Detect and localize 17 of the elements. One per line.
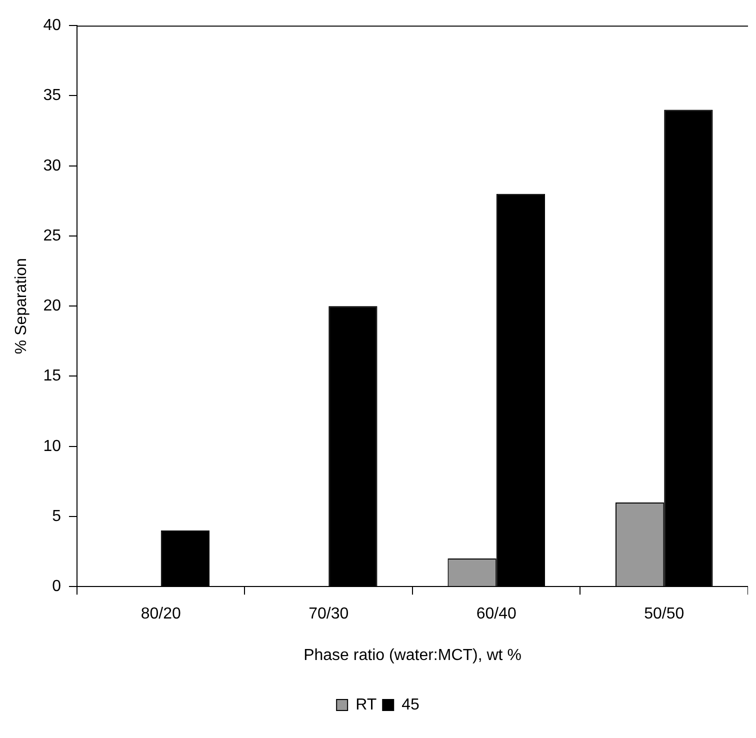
- legend-label: 45: [402, 696, 420, 714]
- x-tick-label: 80/20: [140, 606, 181, 623]
- y-tick-label: 40: [43, 17, 62, 34]
- y-tick-label: 15: [43, 368, 62, 385]
- x-axis-title: Phase ratio (water:MCT), wt %: [304, 646, 522, 664]
- y-tick-label: 0: [52, 578, 62, 596]
- y-tick-label: 5: [52, 508, 62, 525]
- y-tick-label: 10: [43, 438, 62, 455]
- legend-label: RT: [356, 696, 377, 714]
- x-tick-label: 60/40: [476, 606, 516, 623]
- y-tick-label: 35: [43, 87, 62, 104]
- y-tick-label: 30: [43, 157, 62, 174]
- y-axis-title: % Separation: [13, 258, 30, 354]
- y-tick-label: 25: [43, 227, 62, 244]
- y-tick-label: 20: [43, 298, 62, 315]
- x-tick-label: 50/50: [644, 606, 684, 623]
- x-tick-label: 70/30: [308, 606, 349, 623]
